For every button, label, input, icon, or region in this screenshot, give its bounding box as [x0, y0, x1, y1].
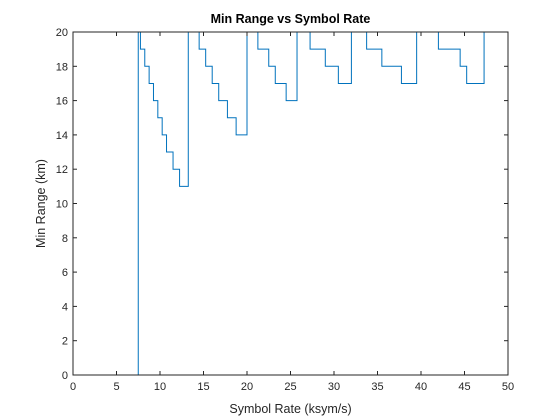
y-tick-label: 16 [56, 96, 68, 108]
x-tick-label: 25 [284, 381, 296, 393]
y-tick-label: 10 [56, 199, 68, 211]
y-tick-label: 14 [56, 130, 68, 142]
y-tick-label: 8 [62, 233, 68, 245]
x-tick-label: 5 [113, 381, 119, 393]
x-axis-label: Symbol Rate (ksym/s) [229, 402, 351, 416]
y-axis-label: Min Range (km) [34, 159, 48, 248]
y-tick-label: 0 [62, 370, 68, 382]
chart-title: Min Range vs Symbol Rate [211, 12, 371, 26]
x-tick-label: 0 [70, 381, 76, 393]
y-tick-label: 4 [62, 301, 68, 313]
x-tick-label: 40 [415, 381, 427, 393]
y-tick-label: 18 [56, 61, 68, 73]
y-tick-label: 2 [62, 336, 68, 348]
x-tick-label: 45 [458, 381, 470, 393]
y-tick-label: 20 [56, 27, 68, 39]
x-tick-label: 20 [241, 381, 253, 393]
x-tick-label: 10 [154, 381, 166, 393]
x-tick-label: 50 [502, 381, 514, 393]
plot-area [73, 32, 508, 375]
x-tick-label: 35 [371, 381, 383, 393]
x-tick-label: 15 [197, 381, 209, 393]
y-tick-label: 12 [56, 164, 68, 176]
axis-ticks: 0 5 10 15 20 25 30 35 40 45 50 0 2 4 6 8 10 12 14 16 18 20 [56, 27, 514, 393]
y-tick-label: 6 [62, 267, 68, 279]
x-tick-label: 30 [328, 381, 340, 393]
